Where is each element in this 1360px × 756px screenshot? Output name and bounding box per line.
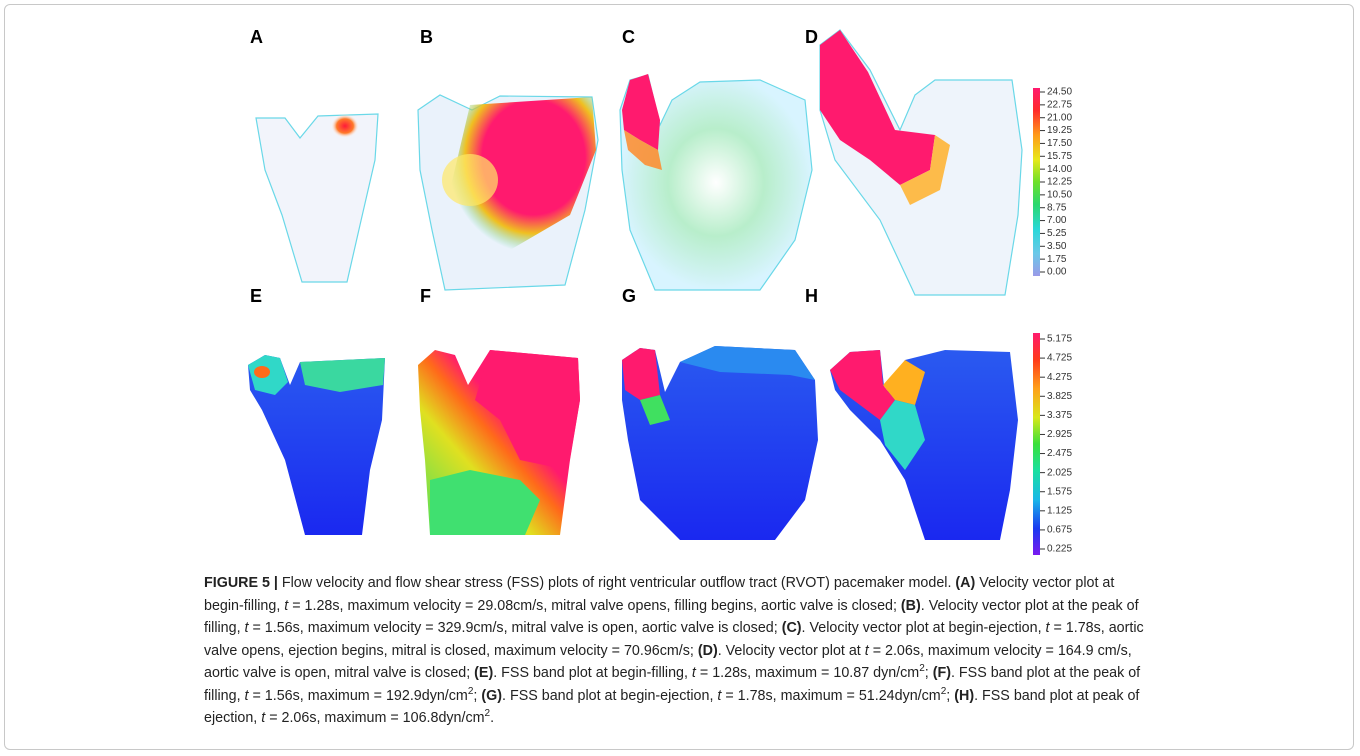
panel-d — [820, 30, 1022, 295]
colorbar-label: 17.50 — [1047, 138, 1072, 149]
colorbar-label: 4.275 — [1047, 372, 1072, 383]
caption-run: . Velocity vector plot at begin-ejection… — [802, 620, 1046, 636]
panel-label: H — [805, 286, 818, 306]
panel-f — [418, 350, 580, 535]
colorbar-label: 0.225 — [1047, 544, 1072, 555]
colorbar-label: 12.25 — [1047, 177, 1072, 188]
colorbar-label: 0.675 — [1047, 525, 1072, 536]
caption-run: (C) — [782, 620, 802, 636]
caption-run: FIGURE 5 | — [204, 575, 278, 591]
colorbar-label: 2.025 — [1047, 467, 1072, 478]
panel-label: E — [250, 286, 262, 306]
caption-run: (G) — [481, 688, 502, 704]
panel-label: C — [622, 27, 635, 47]
caption-run: . FSS band plot at begin-filling, — [493, 665, 692, 681]
panel-e — [248, 355, 385, 535]
panel-a — [256, 114, 378, 282]
colorbar-label: 2.475 — [1047, 448, 1072, 459]
caption-run: = 1.56s, maximum = 192.9dyn/cm — [249, 688, 468, 704]
colorbar-label: 0.00 — [1047, 267, 1067, 278]
caption-run: (H) — [954, 688, 974, 704]
panel-label: D — [805, 27, 818, 47]
colorbar-label: 2.925 — [1047, 429, 1072, 440]
panel-label: G — [622, 286, 636, 306]
caption-run: = 1.78s, maximum = 51.24dyn/cm — [721, 688, 940, 704]
caption-run: = 1.28s, maximum velocity = 29.08cm/s, m… — [288, 598, 901, 614]
caption: FIGURE 5 | Flow velocity and flow shear … — [204, 572, 1154, 730]
colorbar-label: 8.75 — [1047, 202, 1067, 213]
colorbar-fss — [1033, 333, 1040, 555]
colorbar-label: 1.75 — [1047, 254, 1067, 265]
caption-run: . — [490, 710, 494, 726]
panel-h — [830, 350, 1018, 540]
caption-run: (F) — [933, 665, 951, 681]
caption-run: . Velocity vector plot at — [718, 643, 865, 659]
colorbar-label: 7.00 — [1047, 215, 1067, 226]
colorbar-label: 19.25 — [1047, 125, 1072, 136]
panel-g — [622, 346, 818, 540]
colorbar-label: 24.50 — [1047, 87, 1072, 98]
colorbar-label: 3.825 — [1047, 391, 1072, 402]
panel-label: B — [420, 27, 433, 47]
page: A B C D E F G H 24.5022.75 21.00 19.25 17.50 15.75 14… — [0, 0, 1360, 756]
caption-run: . FSS band plot at begin-ejection, — [502, 688, 717, 704]
colorbar-label: 21.00 — [1047, 112, 1072, 123]
caption-run: ; — [925, 665, 933, 681]
colorbar-label: 4.725 — [1047, 353, 1072, 364]
caption-run: = 1.56s, maximum velocity = 329.9cm/s, m… — [249, 620, 782, 636]
panel-label: A — [250, 27, 263, 47]
colorbar-label: 1.575 — [1047, 486, 1072, 497]
panel-label: F — [420, 286, 431, 306]
caption-run: = 2.06s, maximum = 106.8dyn/cm — [265, 710, 484, 726]
caption-run: (D) — [698, 643, 718, 659]
colorbar-label: 5.175 — [1047, 334, 1072, 345]
colorbar-velocity — [1033, 88, 1040, 276]
colorbar-label: 14.00 — [1047, 164, 1072, 175]
colorbar-label: 5.25 — [1047, 228, 1067, 239]
colorbar-label: 3.375 — [1047, 410, 1072, 421]
colorbar-label: 22.75 — [1047, 99, 1072, 110]
panel-c — [620, 74, 812, 290]
colorbar-label: 10.50 — [1047, 189, 1072, 200]
caption-run: (B) — [901, 598, 921, 614]
colorbar-label: 3.50 — [1047, 241, 1067, 252]
caption-run: (E) — [474, 665, 493, 681]
colorbar-label: 1.125 — [1047, 505, 1072, 516]
caption-run: (A) — [955, 575, 975, 591]
caption-run: Flow velocity and flow shear stress (FSS… — [278, 575, 955, 591]
caption-run: = 1.28s, maximum = 10.87 dyn/cm — [696, 665, 919, 681]
panel-b — [418, 95, 598, 290]
colorbar-label: 15.75 — [1047, 151, 1072, 162]
